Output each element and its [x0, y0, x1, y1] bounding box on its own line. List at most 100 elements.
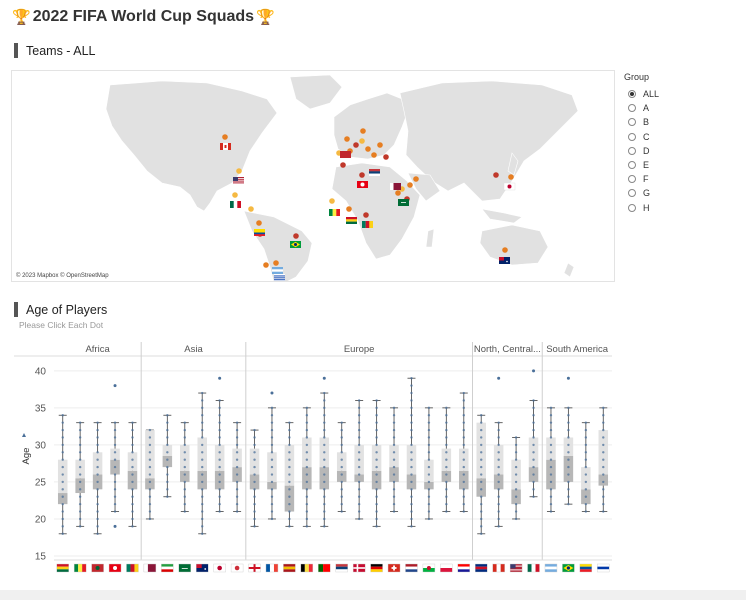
player-dot[interactable] [602, 473, 605, 476]
player-dot[interactable] [305, 443, 309, 447]
box-upper-quartile[interactable] [336, 452, 347, 471]
flag-uruguay-icon[interactable] [597, 563, 610, 573]
flag-argentina-icon[interactable] [272, 267, 283, 274]
player-dot[interactable] [183, 510, 186, 513]
player-dot[interactable] [148, 488, 152, 491]
player-dot[interactable] [445, 495, 448, 498]
radio-button[interactable] [628, 90, 636, 99]
player-dot[interactable] [392, 421, 396, 424]
player-dot[interactable] [323, 473, 326, 476]
player-dot[interactable] [567, 436, 570, 439]
player-dot-outlier[interactable] [566, 376, 570, 380]
player-dot[interactable] [497, 443, 500, 447]
player-dot[interactable] [375, 414, 378, 417]
player-dot[interactable] [148, 473, 152, 476]
player-dot[interactable] [445, 428, 448, 432]
player-dot[interactable] [427, 406, 431, 410]
player-dot[interactable] [148, 517, 152, 521]
player-dot[interactable] [270, 406, 274, 410]
player-dot[interactable] [148, 495, 152, 498]
player-dot[interactable] [462, 451, 465, 454]
player-dot[interactable] [480, 465, 483, 469]
player-dot[interactable] [357, 510, 361, 513]
player-dot[interactable] [218, 451, 221, 454]
player-dot[interactable] [96, 465, 99, 469]
player-dot[interactable] [305, 428, 309, 432]
player-dot[interactable] [514, 517, 518, 521]
player-dot[interactable] [218, 465, 221, 469]
player-dot[interactable] [549, 495, 553, 498]
player-dot[interactable] [148, 428, 152, 432]
player-dot[interactable] [148, 465, 152, 469]
player-dot[interactable] [357, 399, 361, 402]
player-dot[interactable] [235, 480, 239, 484]
player-dot[interactable] [375, 525, 378, 528]
player-dot[interactable] [323, 502, 326, 506]
player-dot[interactable] [183, 473, 186, 476]
flag-qatar-icon[interactable] [390, 183, 401, 190]
player-dot[interactable] [480, 421, 483, 424]
player-dot[interactable] [288, 488, 291, 491]
player-dot[interactable] [410, 414, 413, 417]
player-dot[interactable] [270, 517, 274, 521]
player-dot[interactable] [218, 428, 221, 432]
player-dot[interactable] [567, 414, 570, 417]
box-upper-quartile[interactable] [563, 437, 574, 456]
player-dot[interactable] [78, 436, 82, 439]
player-dot[interactable] [113, 473, 117, 476]
player-dot[interactable] [113, 451, 117, 454]
player-dot[interactable] [462, 473, 465, 476]
flag-australia-icon[interactable] [499, 257, 510, 264]
player-dot[interactable] [427, 443, 431, 447]
player-dot[interactable] [78, 458, 82, 461]
flag-japan-icon[interactable] [213, 563, 226, 573]
player-dot[interactable] [462, 399, 465, 402]
player-dot[interactable] [148, 502, 152, 506]
player-dot[interactable] [549, 480, 553, 484]
player-dot[interactable] [549, 421, 553, 424]
player-dot[interactable] [235, 436, 239, 439]
flag-mexico-icon[interactable] [527, 563, 540, 573]
player-dot[interactable] [514, 443, 518, 447]
player-dot[interactable] [201, 436, 204, 439]
group-option-g[interactable]: G [624, 186, 659, 200]
player-dot[interactable] [201, 458, 204, 461]
flag-ghana-icon[interactable] [56, 563, 69, 573]
radio-button[interactable] [628, 175, 636, 184]
player-dot[interactable] [270, 421, 274, 424]
player-dot[interactable] [410, 517, 413, 521]
flag-qatar-icon[interactable] [143, 563, 157, 573]
player-dot[interactable] [166, 488, 169, 491]
player-dot[interactable] [497, 495, 500, 498]
player-dot[interactable] [305, 517, 309, 521]
player-dot[interactable] [148, 443, 152, 447]
player-dot[interactable] [323, 495, 326, 498]
player-dot[interactable] [270, 495, 274, 498]
player-dot[interactable] [410, 436, 413, 439]
player-dot[interactable] [532, 443, 535, 447]
player-dot[interactable] [61, 525, 64, 528]
box-upper-quartile[interactable] [162, 444, 173, 456]
player-dot[interactable] [480, 458, 483, 461]
player-dot[interactable] [131, 436, 134, 439]
player-dot[interactable] [131, 443, 134, 447]
box-lower-quartile[interactable] [563, 456, 574, 482]
team-marker[interactable] [359, 138, 365, 144]
box-upper-quartile[interactable] [92, 452, 103, 475]
player-dot[interactable] [183, 428, 186, 432]
player-dot[interactable] [602, 428, 605, 432]
player-dot[interactable] [427, 495, 431, 498]
player-dot[interactable] [567, 465, 570, 469]
player-dot[interactable] [183, 436, 186, 439]
player-dot[interactable] [78, 488, 82, 491]
player-dot[interactable] [235, 428, 239, 432]
player-dot[interactable] [270, 414, 274, 417]
player-dot[interactable] [410, 465, 413, 469]
player-dot[interactable] [96, 502, 99, 506]
player-dot[interactable] [218, 458, 221, 461]
box-upper-quartile[interactable] [214, 444, 225, 471]
player-dot[interactable] [61, 473, 64, 476]
team-marker[interactable] [248, 206, 254, 212]
player-dot[interactable] [270, 473, 274, 476]
player-dot[interactable] [410, 399, 413, 402]
